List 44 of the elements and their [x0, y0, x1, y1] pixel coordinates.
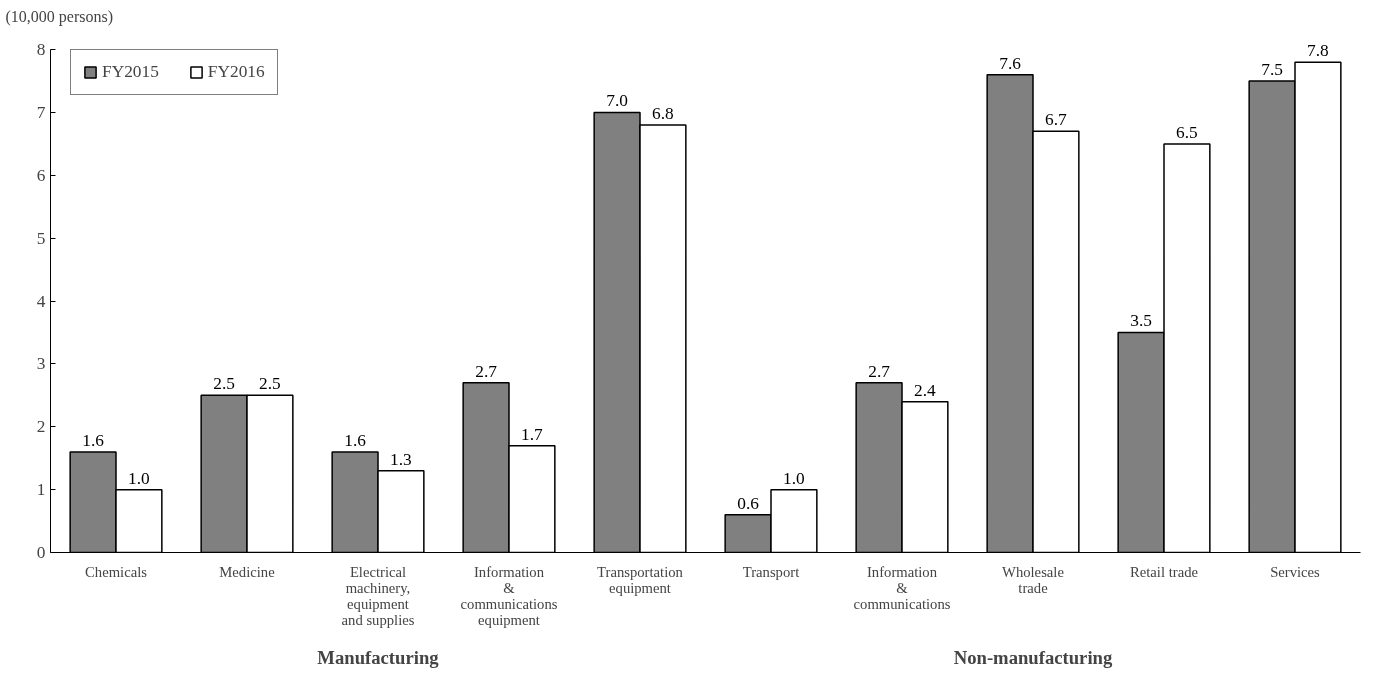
data-label: 2.7: [868, 361, 891, 381]
legend-label: FY2015: [102, 62, 159, 82]
y-tick-label: 2: [36, 417, 46, 437]
x-tick-label: Services: [1270, 563, 1321, 580]
x-tick-label: Chemicals: [85, 563, 148, 580]
data-label: 7.5: [1261, 60, 1283, 80]
data-label: 1.0: [128, 468, 150, 488]
x-tick-label: Wholesale trade: [1002, 563, 1064, 596]
x-tick-label: Electrical machinery, equipment and supplies: [341, 563, 415, 628]
y-tick-label: 6: [36, 165, 46, 185]
data-label: 1.6: [344, 430, 367, 450]
data-label: 1.7: [521, 424, 544, 444]
data-label: 2.7: [475, 361, 498, 381]
x-tick-label: Transport: [742, 563, 800, 580]
data-label: 6.8: [652, 104, 674, 124]
text: Non-manufacturing: [953, 646, 1113, 668]
y-tick-label: 5: [36, 228, 46, 248]
x-tick-label: Information & communications equipment: [460, 563, 558, 628]
data-label: 7.0: [606, 91, 628, 111]
x-tick-label: Retail trade: [1130, 563, 1198, 580]
data-label: 1.0: [783, 468, 805, 488]
data-label: 6.7: [1045, 110, 1068, 130]
y-tick-label: 7: [36, 102, 46, 122]
data-label: 6.5: [1176, 122, 1198, 142]
data-label: 7.6: [999, 53, 1022, 73]
y-tick-label: 0: [36, 543, 46, 562]
data-label: 2.4: [914, 380, 937, 400]
x-tick-label: Information & communications: [853, 563, 951, 612]
y-tick-label: 3: [36, 354, 46, 374]
legend-label: FY2016: [207, 62, 265, 82]
data-label: 1.6: [82, 430, 105, 450]
data-label: 3.5: [1130, 311, 1152, 331]
data-label: 7.8: [1307, 41, 1329, 61]
x-tick-label: Medicine: [219, 563, 275, 580]
y-tick-label: 8: [36, 40, 46, 60]
data-label: 0.6: [737, 493, 760, 513]
y-tick-label: 1: [36, 480, 46, 500]
data-label: 1.3: [390, 449, 412, 469]
text: Manufacturing: [317, 646, 440, 668]
data-label: 2.5: [259, 374, 281, 394]
x-tick-label: Transportation equipment: [597, 563, 684, 596]
data-label: 2.5: [213, 374, 235, 394]
y-tick-label: 4: [36, 291, 46, 311]
y-axis-title: (10,000 persons): [5, 7, 114, 26]
